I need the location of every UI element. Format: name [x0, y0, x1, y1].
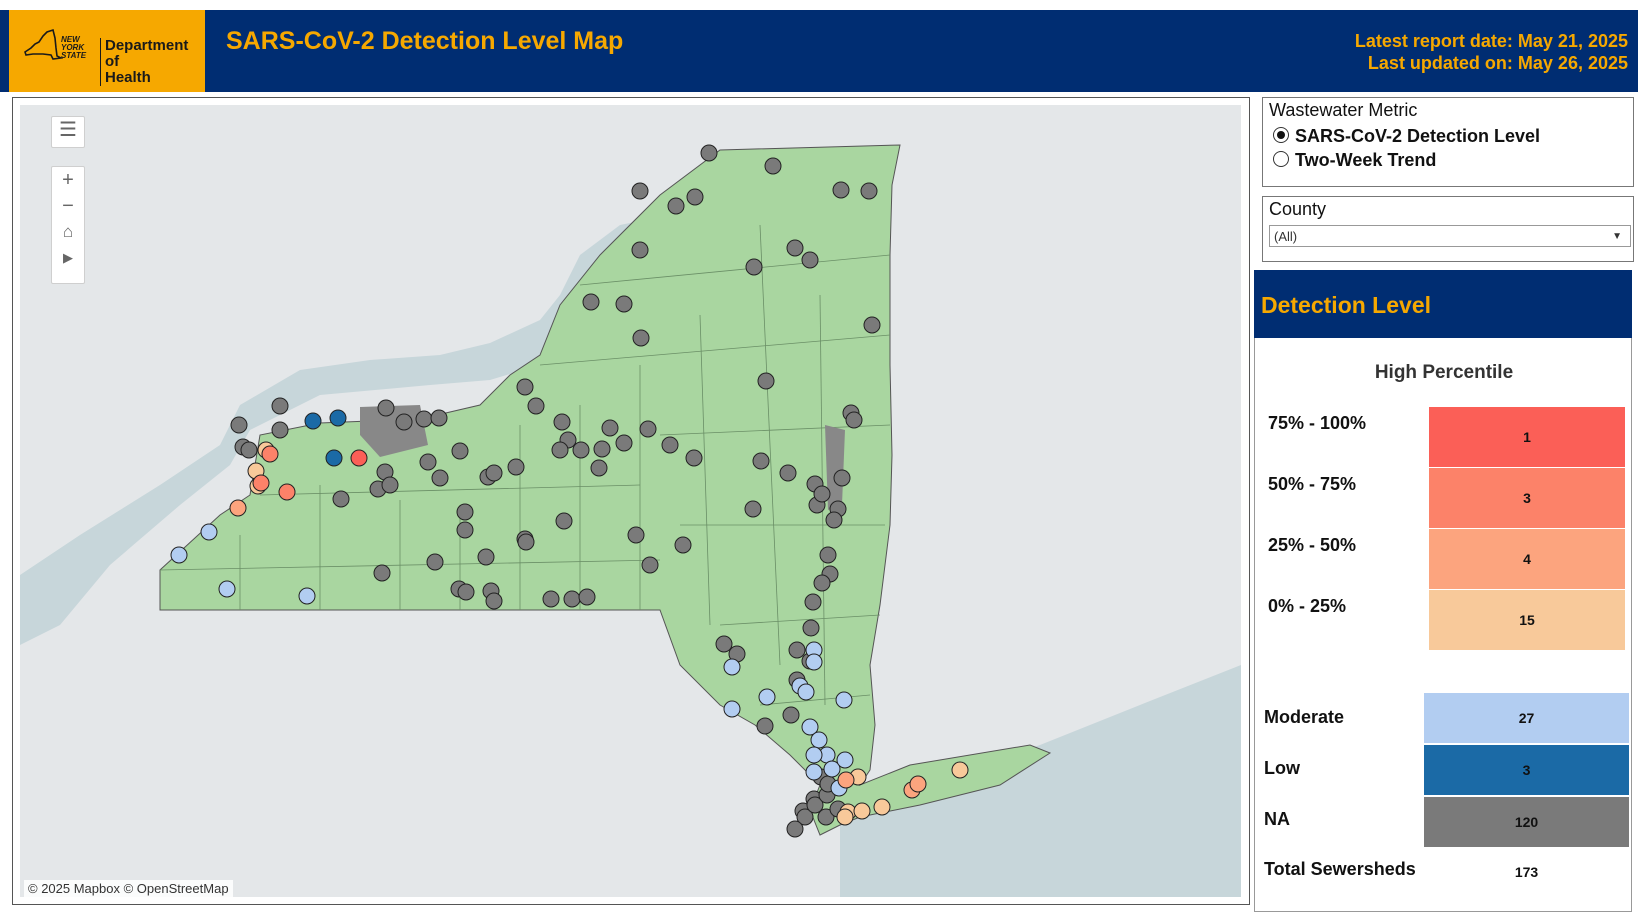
latest-report-date: Latest report date: May 21, 2025	[1354, 31, 1628, 51]
legend-header: Detection Level	[1254, 270, 1632, 338]
layers-control[interactable]: ☰	[51, 116, 85, 148]
map-frame: ☰ + − ⌂ ▶ © 2025 Mapbox © OpenStreetMap	[12, 97, 1250, 905]
county-filter: County (All) ▼	[1262, 196, 1634, 262]
metric-filter-title: Wastewater Metric	[1269, 100, 1418, 120]
zoom-control: + − ⌂ ▶	[51, 166, 85, 284]
legend-count-0-25[interactable]: 15	[1429, 590, 1625, 650]
map-attribution[interactable]: © 2025 Mapbox © OpenStreetMap	[24, 880, 233, 897]
map-svg	[20, 144, 1241, 897]
urban-area-albany	[825, 425, 845, 510]
legend-label-75-100: 75% - 100%	[1268, 413, 1367, 433]
logo-department-text: Department of Health	[100, 38, 205, 86]
legend-label-low: Low	[1264, 758, 1300, 778]
ny-state-outline-icon	[24, 28, 63, 60]
layers-icon[interactable]: ☰	[59, 119, 77, 141]
report-dates: Latest report date: May 21, 2025 Last up…	[1355, 30, 1628, 74]
legend-label-moderate: Moderate	[1264, 707, 1345, 727]
radio-unselected-icon[interactable]	[1273, 151, 1289, 167]
legend-label-0-25: 0% - 25%	[1268, 596, 1347, 616]
county-select[interactable]: (All) ▼	[1269, 225, 1631, 247]
zoom-out-icon[interactable]: −	[62, 195, 74, 217]
legend-count-total: 173	[1424, 850, 1629, 894]
radio-selected-icon[interactable]	[1273, 127, 1289, 143]
metric-option-detection[interactable]: SARS-CoV-2 Detection Level	[1273, 126, 1540, 147]
county-filter-title: County	[1269, 199, 1327, 219]
zoom-in-icon[interactable]: +	[62, 169, 74, 191]
chevron-down-icon[interactable]: ▼	[1612, 231, 1622, 242]
home-icon[interactable]: ⌂	[62, 222, 74, 241]
legend-count-25-50[interactable]: 4	[1429, 529, 1625, 589]
page-title: SARS-CoV-2 Detection Level Map	[226, 27, 624, 55]
legend-title: Detection Level	[1261, 292, 1431, 318]
legend-count-moderate[interactable]: 27	[1424, 693, 1629, 743]
legend-label-25-50: 25% - 50%	[1268, 535, 1357, 555]
pan-icon[interactable]: ▶	[63, 250, 73, 265]
logo-state-text: NEW YORK STATE	[61, 35, 87, 60]
metric-filter: Wastewater Metric SARS-CoV-2 Detection L…	[1262, 97, 1634, 187]
legend-label-na: NA	[1264, 809, 1290, 829]
header-bar	[0, 10, 1638, 92]
legend-subtitle: High Percentile	[1374, 362, 1514, 383]
atlantic-ocean	[840, 665, 1241, 897]
legend-body: High Percentile 75% - 100% 1 50% - 75% 3…	[1254, 338, 1632, 912]
last-updated-date: Last updated on: May 26, 2025	[1367, 53, 1628, 73]
nys-health-logo: NEW YORK STATE Department of Health	[9, 10, 205, 92]
legend-count-na[interactable]: 120	[1424, 797, 1629, 847]
sewershed-markers	[170, 144, 969, 838]
map-canvas[interactable]: ☰ + − ⌂ ▶ © 2025 Mapbox © OpenStreetMap	[20, 105, 1241, 897]
legend-count-50-75[interactable]: 3	[1429, 468, 1625, 528]
legend-count-75-100[interactable]: 1	[1429, 407, 1625, 467]
legend-label-total: Total Sewersheds	[1264, 859, 1416, 879]
legend-count-low[interactable]: 3	[1424, 745, 1629, 795]
metric-option-trend[interactable]: Two-Week Trend	[1273, 150, 1436, 171]
legend-label-50-75: 50% - 75%	[1268, 474, 1357, 494]
